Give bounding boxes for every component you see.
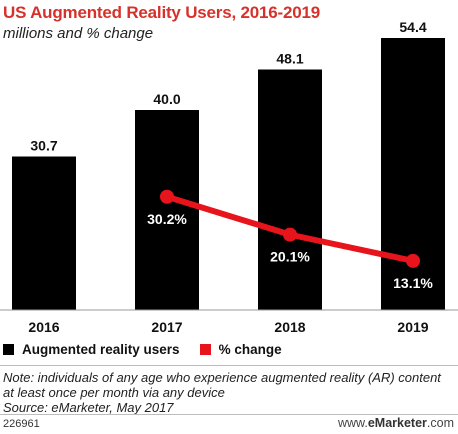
bar-value-label-2019: 54.4 xyxy=(399,19,426,35)
bar-2019 xyxy=(381,38,445,310)
pct-point-2019 xyxy=(406,253,420,268)
legend-label-line: % change xyxy=(218,342,282,357)
chart-subtitle: millions and % change xyxy=(3,25,154,42)
legend-label-bars: Augmented reality users xyxy=(22,342,180,357)
bar-2017 xyxy=(135,110,199,310)
x-tick-2019: 2019 xyxy=(397,319,428,335)
chart-id: 226961 xyxy=(3,418,40,430)
brand-link[interactable]: www.eMarketer.com xyxy=(338,416,454,430)
pct-label-2018: 20.1% xyxy=(270,249,310,265)
divider-bottom xyxy=(0,414,458,415)
bar-2018 xyxy=(258,69,322,310)
legend-swatch-line xyxy=(199,344,211,355)
chart-title: US Augmented Reality Users, 2016-2019 xyxy=(3,3,321,22)
brand-prefix: www. xyxy=(337,416,368,430)
x-tick-2016: 2016 xyxy=(28,319,59,335)
x-tick-2017: 2017 xyxy=(151,319,182,335)
pct-label-2017: 30.2% xyxy=(147,211,187,227)
source-text: Source: eMarketer, May 2017 xyxy=(3,400,174,415)
legend: Augmented reality users % change xyxy=(3,342,302,357)
bars-layer xyxy=(12,38,445,310)
x-tick-2018: 2018 xyxy=(274,319,305,335)
legend-item-bars: Augmented reality users xyxy=(3,342,180,357)
pct-point-2018 xyxy=(283,227,297,242)
divider-top xyxy=(0,365,458,366)
bar-value-label-2016: 30.7 xyxy=(30,138,57,154)
bar-2016 xyxy=(12,156,76,310)
brand-name: eMarketer xyxy=(367,416,427,430)
chart-plot: 30.7 40.0 48.1 54.4 30.2% 20.1% 13.1% 2016 2017… xyxy=(0,19,458,335)
brand-suffix: .com xyxy=(426,416,454,430)
legend-item-line: % change xyxy=(199,342,282,357)
labels-layer: 30.7 40.0 48.1 54.4 30.2% 20.1% 13.1% xyxy=(30,19,433,291)
legend-swatch-bars xyxy=(3,344,14,355)
pct-point-2017 xyxy=(160,189,174,204)
bar-value-label-2017: 40.0 xyxy=(153,91,180,107)
pct-label-2019: 13.1% xyxy=(393,275,433,291)
x-tick-layer: 2016 2017 2018 2019 xyxy=(28,319,428,335)
notes: Note: individuals of any age who experie… xyxy=(3,370,453,415)
note-text: Note: individuals of any age who experie… xyxy=(3,370,441,400)
line-layer xyxy=(160,189,420,268)
bar-value-label-2018: 48.1 xyxy=(276,51,303,67)
